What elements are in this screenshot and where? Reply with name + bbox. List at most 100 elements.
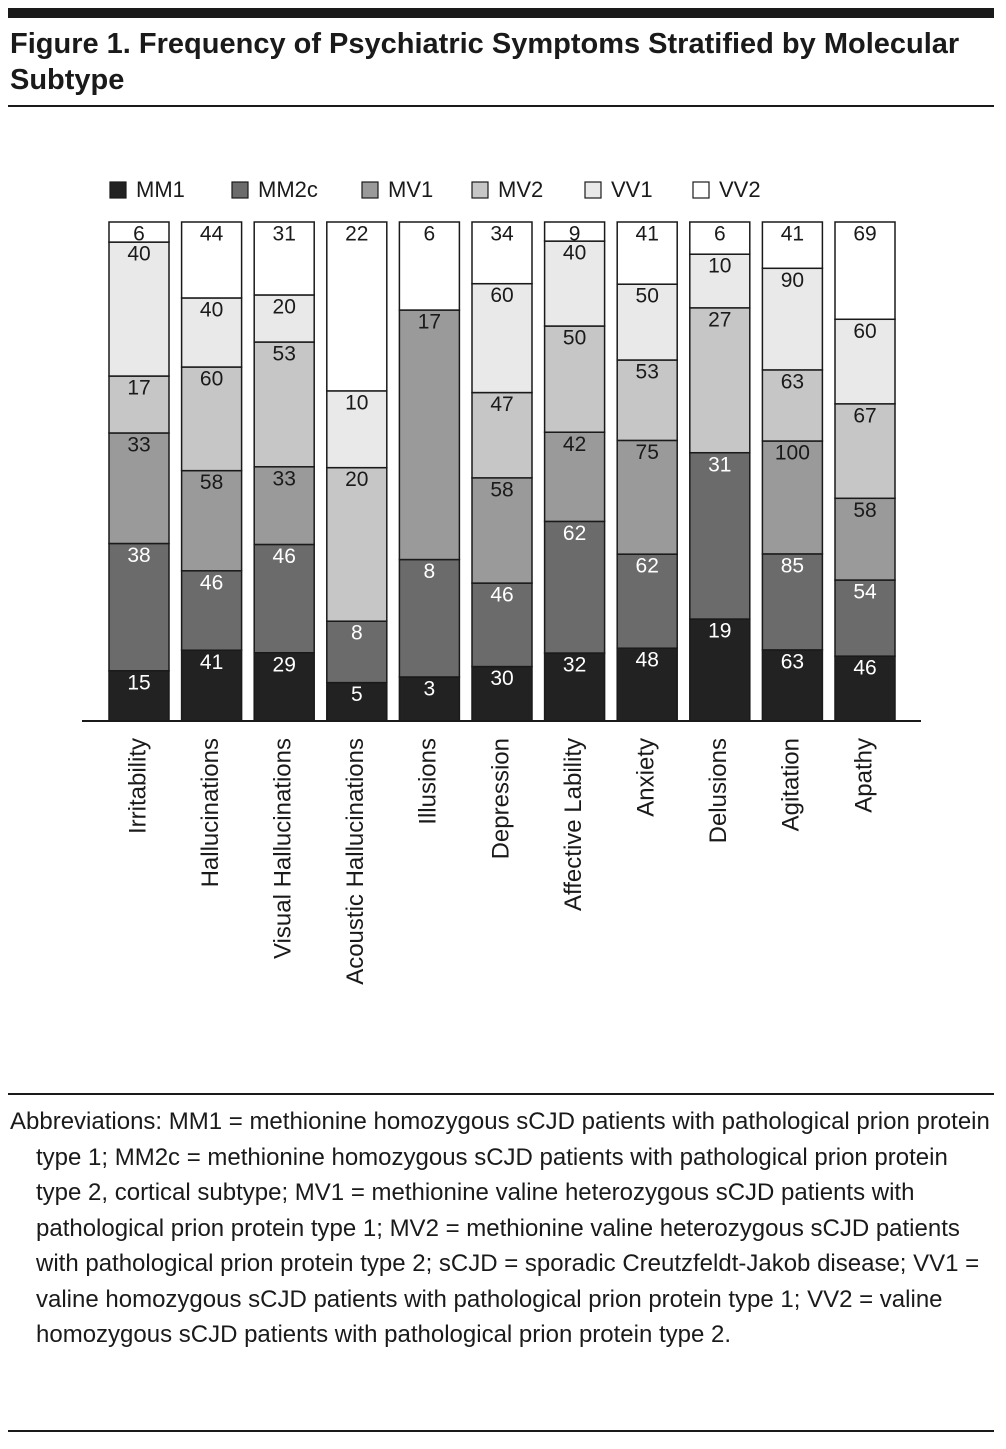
data-label: 34 [490, 223, 514, 246]
bar-segment [834, 497, 896, 581]
bar-segment [834, 318, 896, 405]
chart-title: Figure 1. Frequency of Psychiatric Sympt… [10, 28, 960, 96]
bar-segment [834, 221, 896, 321]
bar-segment [108, 670, 170, 722]
data-label: 63 [781, 650, 804, 673]
x-tick-label: Depression [487, 738, 514, 859]
bar-segment [326, 620, 388, 684]
data-label: 62 [636, 555, 659, 578]
bar-segment [834, 579, 896, 657]
bar-segment [398, 309, 461, 561]
bar-segment [616, 439, 678, 555]
bar-segment [108, 432, 170, 545]
data-label: 46 [200, 571, 223, 594]
footnote: Abbreviations: MM1 = methionine homozygo… [10, 1108, 990, 1348]
bar-segment [180, 469, 243, 572]
legend-swatch [471, 181, 489, 199]
legend-label: MM1 [136, 177, 185, 202]
bar-segment [471, 391, 533, 479]
bar-segment [543, 325, 606, 433]
bar-segment [253, 651, 315, 722]
data-label: 63 [781, 370, 804, 393]
x-tick-label: Illusions [415, 738, 442, 825]
bar-segment [253, 466, 315, 546]
bar-segment [689, 307, 751, 454]
data-label: 60 [853, 320, 876, 343]
data-label: 5 [351, 683, 363, 706]
x-tick-label: Agitation [778, 738, 805, 831]
data-label: 30 [490, 667, 513, 690]
legend-swatch [692, 181, 710, 199]
data-label: 38 [127, 544, 150, 567]
legend-label: MM2c [258, 177, 318, 202]
bar-segment [689, 221, 751, 255]
x-tick-label: Anxiety [633, 738, 660, 817]
bar-segment [543, 431, 606, 523]
legend-label: VV2 [719, 177, 761, 202]
bar-segment [108, 241, 170, 377]
bar-segment [253, 543, 315, 654]
bar-segment [180, 570, 243, 651]
data-label: 6 [714, 223, 726, 246]
data-label: 20 [345, 468, 368, 491]
legend-swatch [231, 181, 249, 199]
legend-swatch [109, 181, 127, 199]
bar-segment [543, 221, 606, 242]
bar-segment [761, 649, 824, 722]
data-label: 50 [563, 327, 586, 350]
bar-segment [253, 221, 315, 296]
bar-segment [616, 647, 678, 722]
bar-segment [616, 221, 678, 285]
bar-segment [761, 553, 824, 651]
data-label: 8 [424, 560, 436, 583]
x-tick-label: Irritability [124, 738, 151, 834]
bar-segment [326, 221, 388, 392]
bar-segment [616, 553, 678, 649]
legend-label: VV1 [611, 177, 653, 202]
data-label: 62 [563, 522, 586, 545]
data-label: 40 [200, 299, 223, 322]
data-label: 46 [273, 545, 296, 568]
data-label: 85 [781, 554, 804, 577]
bar-segment [108, 542, 170, 672]
data-label: 40 [127, 243, 150, 266]
data-label: 32 [563, 654, 586, 677]
data-label: 53 [273, 343, 296, 366]
data-label: 69 [853, 223, 876, 246]
data-label: 46 [853, 657, 876, 680]
bar-segment [108, 221, 170, 243]
data-label: 3 [424, 678, 436, 701]
data-label: 10 [345, 391, 368, 414]
bar-segment [398, 676, 461, 722]
data-label: 58 [853, 499, 876, 522]
bar-segment [543, 240, 606, 327]
data-label: 15 [127, 671, 150, 694]
data-label: 54 [853, 581, 877, 604]
bar-segment [471, 221, 533, 285]
data-label: 33 [273, 467, 296, 490]
data-label: 50 [636, 285, 659, 308]
data-label: 44 [200, 223, 224, 246]
bar-segment [180, 297, 243, 368]
data-label: 6 [133, 223, 145, 246]
data-label: 67 [853, 404, 876, 427]
top-rule [8, 8, 994, 18]
data-label: 40 [563, 242, 586, 265]
bar-segment [761, 369, 824, 442]
bar-segment [616, 283, 678, 361]
bar-segment [253, 341, 315, 468]
data-label: 53 [636, 361, 659, 384]
data-label: 41 [636, 223, 659, 246]
data-label: 33 [127, 434, 150, 457]
data-label: 27 [708, 308, 731, 331]
data-label: 22 [345, 223, 368, 246]
data-label: 90 [781, 269, 804, 292]
data-label: 10 [708, 255, 731, 278]
bar-segment [761, 440, 824, 555]
data-label: 58 [200, 471, 223, 494]
data-label: 48 [636, 649, 659, 672]
x-tick-label: Affective Lability [560, 738, 587, 911]
data-label: 46 [490, 584, 513, 607]
